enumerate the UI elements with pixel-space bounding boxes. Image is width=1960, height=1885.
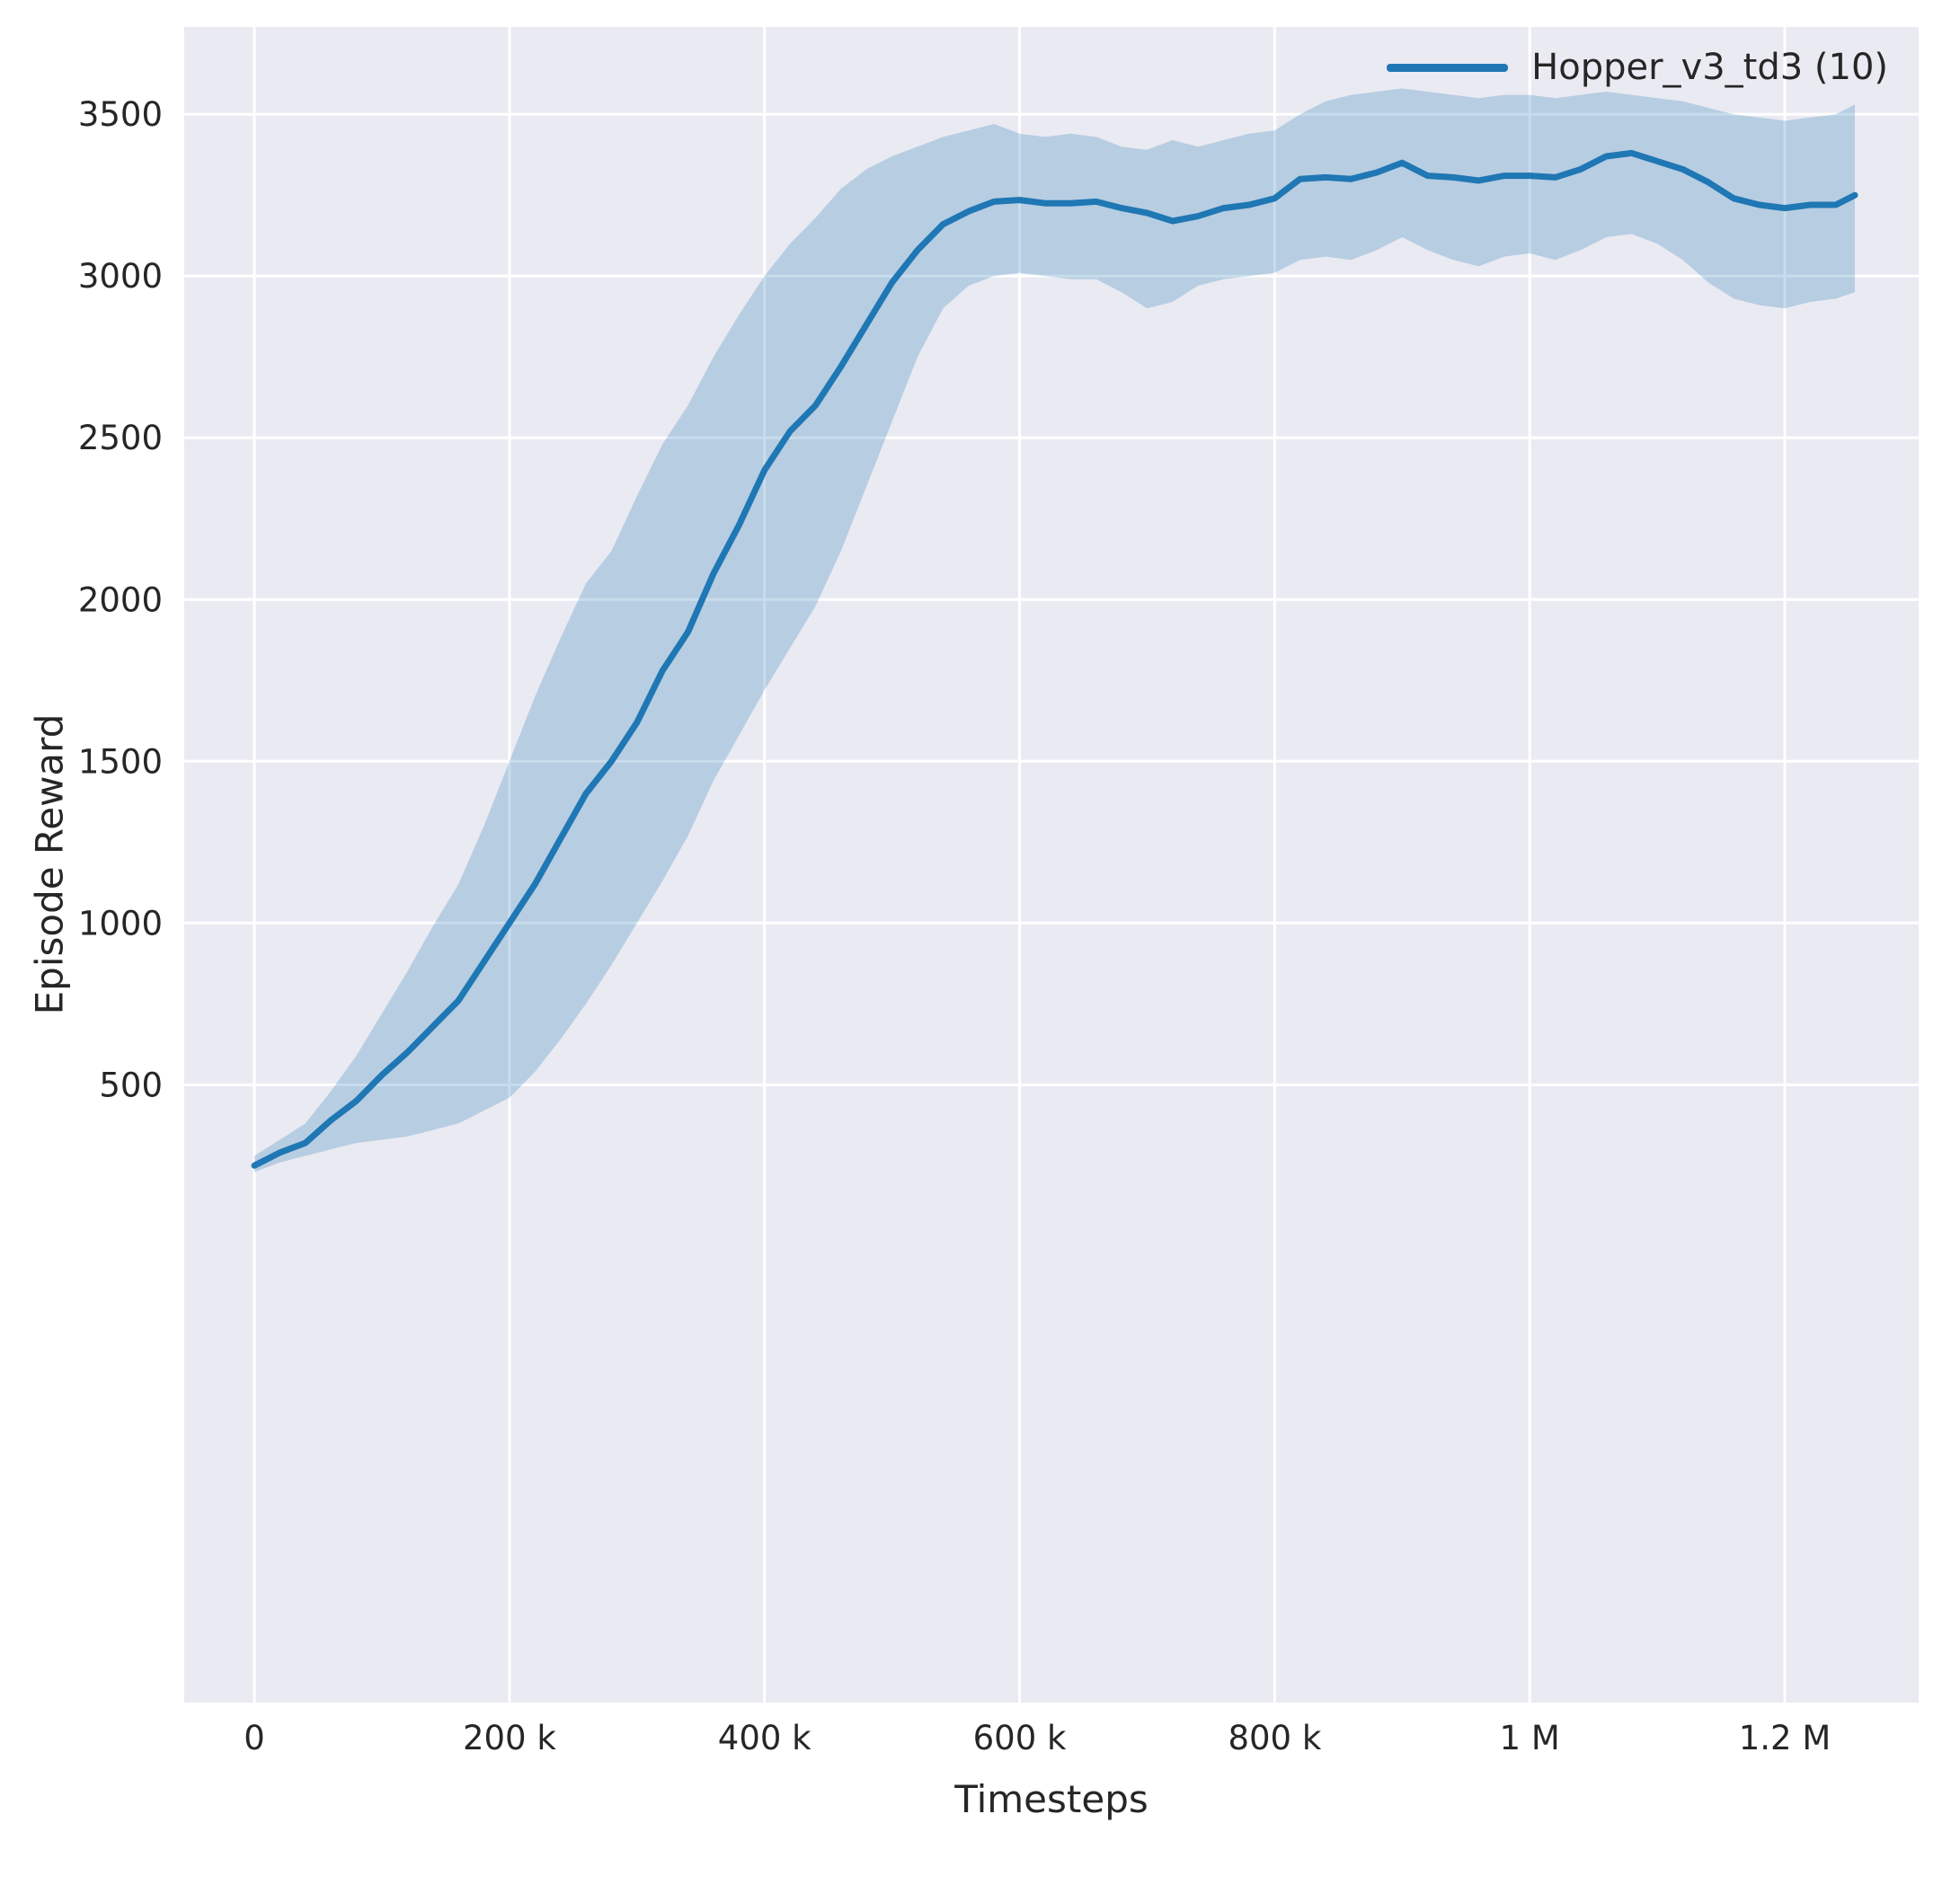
legend-line-sample (1387, 63, 1509, 72)
x-tick-label: 400 k (718, 1719, 811, 1757)
series-line (251, 149, 1858, 1169)
y-axis-label: Episode Reward (27, 713, 72, 1015)
x-tick-label: 200 k (463, 1719, 556, 1757)
x-tick-label: 0 (244, 1719, 265, 1757)
x-tick-label: 800 k (1228, 1719, 1321, 1757)
legend-label: Hopper_v3_td3 (10) (1531, 47, 1888, 88)
y-tick-label: 3500 (78, 95, 163, 134)
y-tick-label: 2000 (78, 580, 163, 619)
x-axis-label: Timesteps (954, 1777, 1149, 1821)
x-tick-label: 600 k (973, 1719, 1067, 1757)
legend: Hopper_v3_td3 (10) (1387, 47, 1888, 88)
y-tick-label: 2500 (78, 419, 163, 457)
y-tick-label: 500 (99, 1066, 163, 1104)
y-tick-label: 3000 (78, 257, 163, 296)
confidence-band (254, 88, 1856, 1173)
plot-area (184, 27, 1919, 1703)
x-tick-label: 1.2 M (1739, 1719, 1831, 1757)
x-tick-label: 1 M (1500, 1719, 1560, 1757)
y-tick-label: 1500 (78, 742, 163, 781)
y-tick-label: 1000 (78, 904, 163, 942)
